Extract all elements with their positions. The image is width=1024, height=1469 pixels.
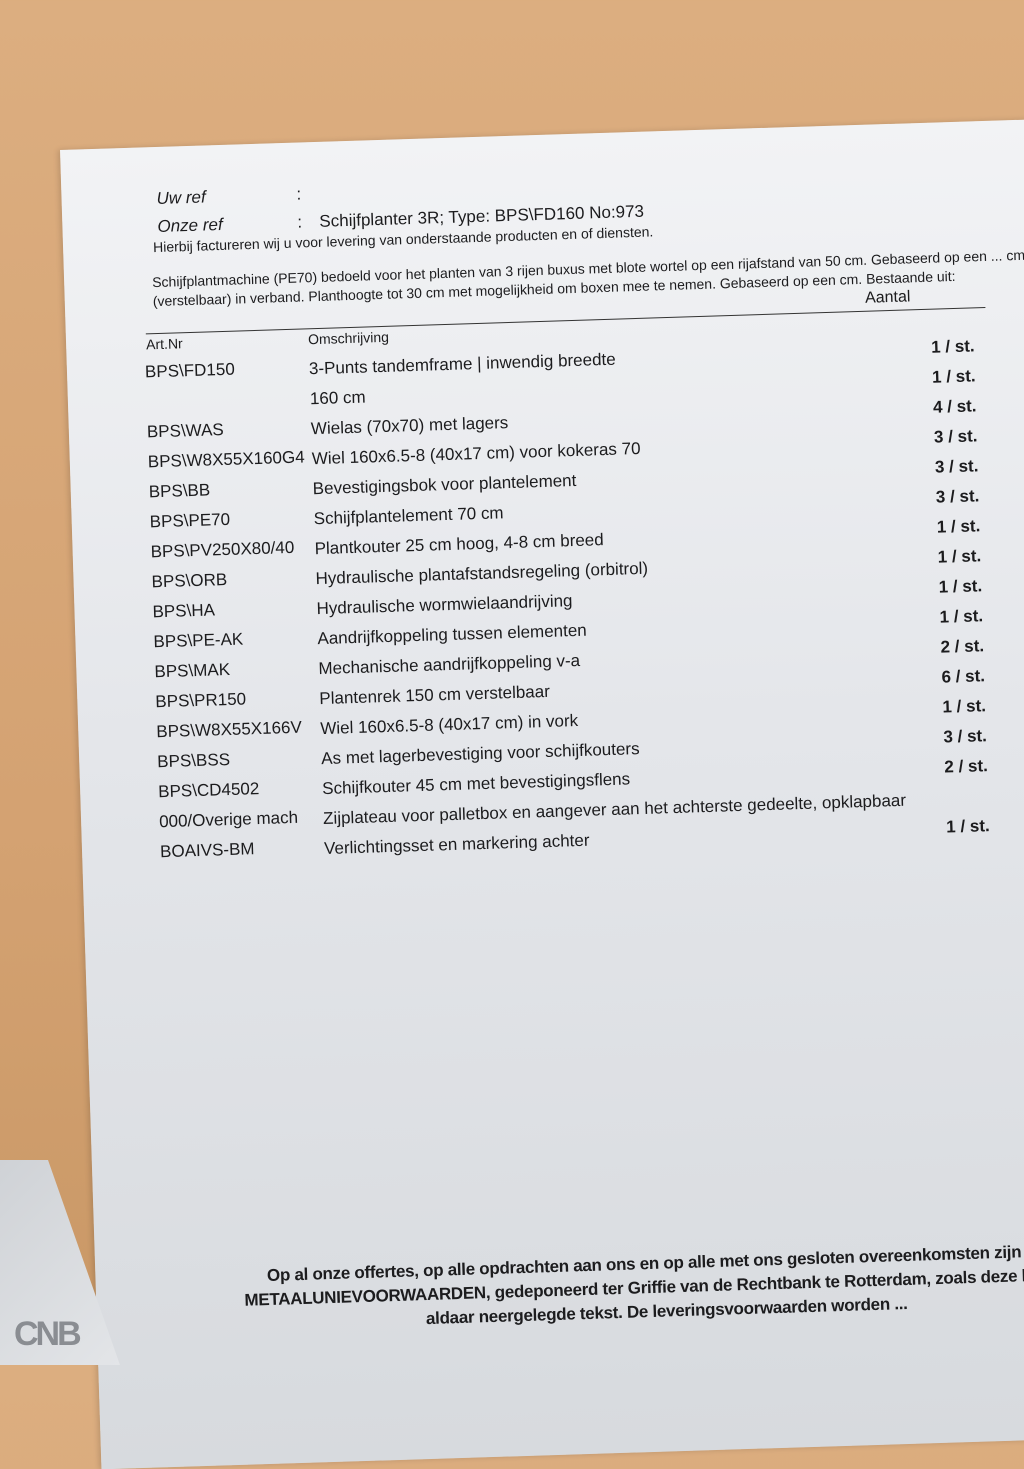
aantal-cell: 6 / st. [941,666,986,687]
aantal-cell: 1 / st. [945,816,990,837]
art-nr-cell: BOAIVS-BM [159,839,255,862]
footer-terms: Op al onze offertes, op alle opdrachten … [215,1237,1024,1337]
onze-ref-label: Onze ref [157,214,223,236]
table-header: Aantal Art.Nr Omschrijving [145,288,986,352]
aantal-cell [922,784,1024,818]
header-art-nr: Art.Nr [145,335,183,353]
uw-ref-label: Uw ref [156,187,206,208]
header-omschrijving: Omschrijving [307,328,390,348]
aantal-cell: 1 / st. [942,696,987,717]
aantal-cell: 3 / st. [935,486,980,507]
invoice-page: Uw ref: Onze ref: Schijfplanter 3R; Type:… [60,116,1024,1469]
aantal-cell: 2 / st. [940,636,985,657]
aantal-cell: 3 / st. [943,726,988,747]
watermark-logo: CNB [14,1315,82,1353]
aantal-cell: 1 / st. [937,546,982,567]
aantal-cell: 2 / st. [944,756,989,777]
aantal-cell: 1 / st. [939,606,984,627]
header-aantal: Aantal [864,288,911,307]
aantal-cell: 1 / st. [936,516,981,537]
aantal-cell: 1 / st. [938,576,983,597]
aantal-cell: 3 / st. [933,426,978,447]
aantal-cell: 4 / st. [932,396,977,417]
aantal-cell: 1 / st. [931,366,976,387]
item-table: BPS\FD150 3-Punts tandemframe | inwendig … [145,334,1024,872]
aantal-cell: 1 / st. [930,336,975,357]
aantal-cell: 3 / st. [934,456,979,477]
